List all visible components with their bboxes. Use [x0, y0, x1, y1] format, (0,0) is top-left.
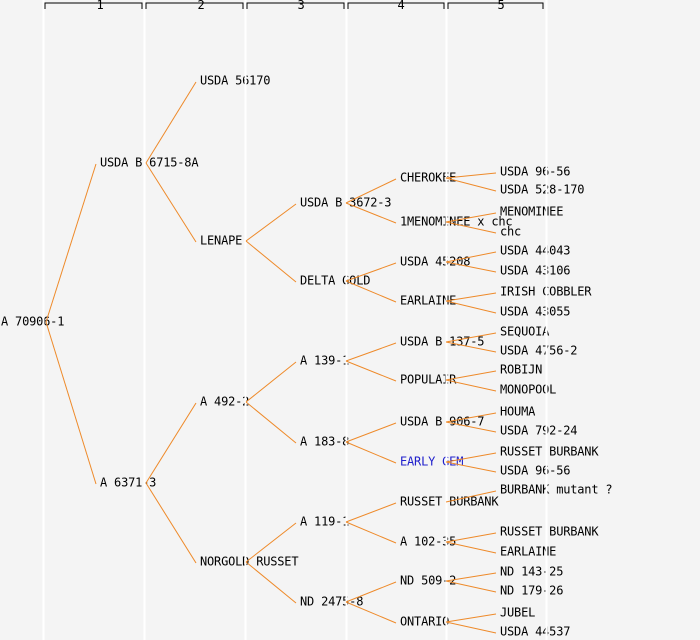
- pedigree-node-u45208: USDA 45208: [400, 254, 471, 269]
- pedigree-node-menominee: MENOMINEE: [500, 204, 564, 219]
- pedigree-node-populair: POPULAIR: [400, 372, 457, 387]
- pedigree-node-u56170: USDA 56170: [200, 73, 271, 88]
- pedigree-node-robijn: ROBIJN: [500, 362, 543, 377]
- pedigree-node-earlaine4: EARLAINE: [400, 293, 457, 308]
- pedigree-node-u9656b: USDA 96-56: [500, 463, 571, 478]
- pedigree-node-u79224: USDA 792-24: [500, 423, 578, 438]
- pedigree-node-jubel: JUBEL: [500, 605, 536, 620]
- pedigree-node-monopool: MONOPOOL: [500, 382, 557, 397]
- pedigree-node-a6371: A 6371-3: [100, 475, 157, 490]
- pedigree-node-nd143: ND 143-25: [500, 564, 564, 579]
- pedigree-node-earlaine5: EARLAINE: [500, 544, 557, 559]
- pedigree-node-ontario: ONTARIO: [400, 614, 450, 629]
- pedigree-node-nd2475: ND 2475-8: [300, 594, 364, 609]
- pedigree-node-b906: USDA B 906-7: [400, 414, 485, 429]
- pedigree-node-chc: chc: [500, 224, 522, 239]
- pedigree-node-a119: A 119-1: [300, 514, 350, 529]
- pedigree-node-b6715: USDA B 6715-8A: [100, 155, 199, 170]
- pedigree-node-menomchc: 1MENOMINEE x chc: [400, 214, 513, 229]
- pedigree-node-a139: A 139-1: [300, 353, 350, 368]
- pedigree-node-u44043: USDA 44043: [500, 243, 571, 258]
- pedigree-node-nd509: ND 509-2: [400, 573, 457, 588]
- pedigree-node-u43055: USDA 43055: [500, 304, 571, 319]
- pedigree-node-sequoia: SEQUOIA: [500, 324, 550, 339]
- pedigree-node-u528170: USDA 528-170: [500, 182, 585, 197]
- pedigree-node-earlygem[interactable]: EARLY GEM: [400, 454, 464, 469]
- pedigree-node-root: A 70906-1: [1, 314, 65, 329]
- pedigree-node-irish: IRISH COBBLER: [500, 284, 592, 299]
- pedigree-node-delta: DELTA GOLD: [300, 273, 371, 288]
- pedigree-node-u43106: USDA 43106: [500, 263, 571, 278]
- pedigree-node-russet5b: RUSSET BURBANK: [500, 524, 599, 539]
- pedigree-node-russet4: RUSSET BURBANK: [400, 494, 499, 509]
- pedigree-node-lenape: LENAPE: [200, 233, 243, 248]
- pedigree-node-russet5a: RUSSET BURBANK: [500, 444, 599, 459]
- pedigree-node-a492: A 492-2: [200, 394, 250, 409]
- pedigree-node-b137: USDA B 137-5: [400, 334, 485, 349]
- pedigree-node-b3672: USDA B 3672-3: [300, 195, 392, 210]
- pedigree-node-cherokee: CHEROKEE: [400, 170, 457, 185]
- pedigree-node-burbankmut: BURBANK mutant ?: [500, 482, 613, 497]
- pedigree-node-u9656a: USDA 96-56: [500, 164, 571, 179]
- pedigree-node-u4756: USDA 4756-2: [500, 343, 578, 358]
- pedigree-node-a183: A 183-8: [300, 434, 350, 449]
- pedigree-node-norgold: NORGOLD RUSSET: [200, 554, 299, 569]
- pedigree-node-nd179: ND 179-26: [500, 583, 564, 598]
- pedigree-node-a102: A 102-35: [400, 534, 457, 549]
- pedigree-node-houma: HOUMA: [500, 404, 536, 419]
- pedigree-node-u44537: USDA 44537: [500, 624, 571, 639]
